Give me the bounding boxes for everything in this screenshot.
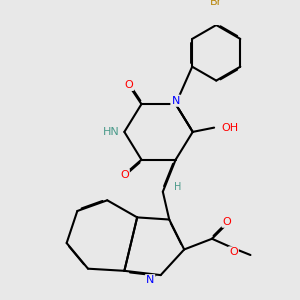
Text: O: O (120, 169, 129, 180)
Text: HN: HN (103, 127, 119, 137)
Text: O: O (229, 248, 238, 257)
Text: Br: Br (210, 0, 222, 7)
Text: O: O (124, 80, 133, 90)
Text: N: N (172, 96, 180, 106)
Text: OH: OH (222, 123, 239, 133)
Text: O: O (223, 217, 231, 227)
Text: N: N (146, 275, 154, 285)
Text: H: H (174, 182, 182, 192)
